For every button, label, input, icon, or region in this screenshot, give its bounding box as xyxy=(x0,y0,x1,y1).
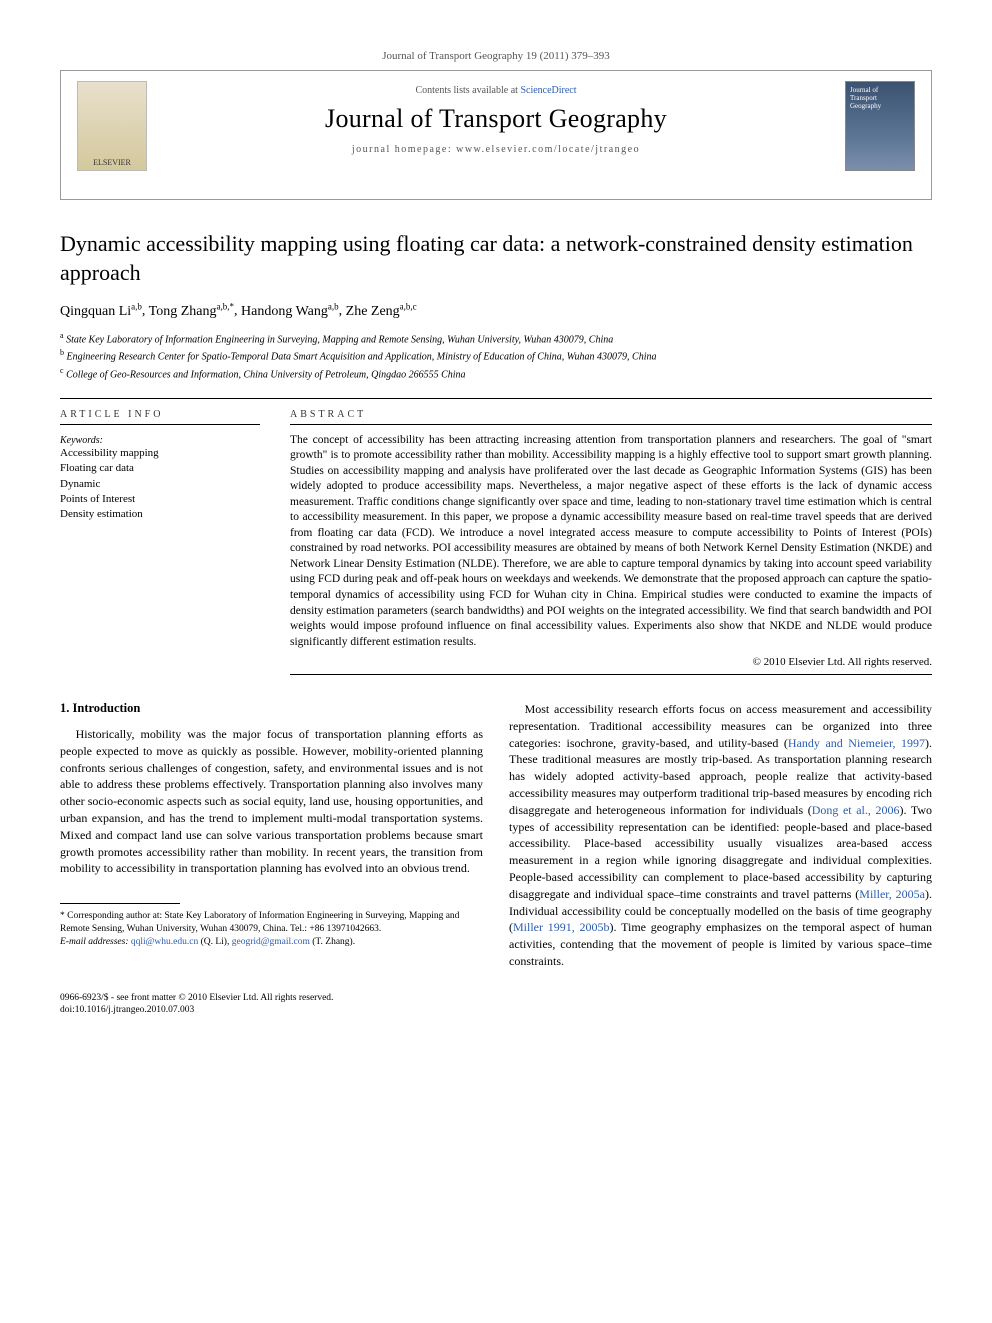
journal-title: Journal of Transport Geography xyxy=(77,104,915,134)
email-link[interactable]: qqli@whu.edu.cn xyxy=(131,937,198,947)
footnote-separator xyxy=(60,903,180,904)
abstract-col: abstract The concept of accessibility ha… xyxy=(290,409,932,675)
intro-heading: 1. Introduction xyxy=(60,701,483,716)
contents-prefix: Contents lists available at xyxy=(415,85,520,96)
citation-link[interactable]: Handy and Niemeier, 1997 xyxy=(788,736,925,750)
citation-link[interactable]: Miller 1991, 2005b xyxy=(513,920,610,934)
elsevier-label: ELSEVIER xyxy=(93,158,131,167)
footer-left: 0966-6923/$ - see front matter © 2010 El… xyxy=(60,992,333,1017)
affiliation: a State Key Laboratory of Information En… xyxy=(60,330,932,347)
intro-paragraph: Most accessibility research efforts focu… xyxy=(509,701,932,970)
article-info-label: article info xyxy=(60,409,260,420)
footnotes: * Corresponding author at: State Key Lab… xyxy=(60,910,483,948)
authors-list: Qingquan Lia,b, Tong Zhanga,b,*, Handong… xyxy=(60,301,932,320)
page-footer: 0966-6923/$ - see front matter © 2010 El… xyxy=(60,992,932,1017)
author: Zhe Zenga,b,c xyxy=(346,304,417,319)
citation-link[interactable]: Miller, 2005a xyxy=(859,887,925,901)
article-title: Dynamic accessibility mapping using floa… xyxy=(60,230,932,287)
journal-cover-thumb: Journal of Transport Geography xyxy=(845,81,915,171)
divider xyxy=(290,674,932,675)
divider xyxy=(60,424,260,425)
top-citation: Journal of Transport Geography 19 (2011)… xyxy=(60,50,932,62)
keywords-label: Keywords: xyxy=(60,435,260,446)
divider xyxy=(290,424,932,425)
keyword: Accessibility mapping xyxy=(60,446,260,461)
article-info-col: article info Keywords: Accessibility map… xyxy=(60,409,260,675)
citation-link[interactable]: Dong et al., 2006 xyxy=(812,803,900,817)
left-column: 1. Introduction Historically, mobility w… xyxy=(60,701,483,970)
journal-header: ELSEVIER Journal of Transport Geography … xyxy=(60,70,932,200)
author: Tong Zhanga,b,* xyxy=(149,304,234,319)
keyword: Floating car data xyxy=(60,461,260,476)
affiliation: c College of Geo-Resources and Informati… xyxy=(60,365,932,382)
abstract-label: abstract xyxy=(290,409,932,420)
elsevier-logo: ELSEVIER xyxy=(77,81,147,171)
keyword: Points of Interest xyxy=(60,492,260,507)
keyword: Density estimation xyxy=(60,507,260,522)
abstract-text: The concept of accessibility has been at… xyxy=(290,433,932,650)
copyright-line: © 2010 Elsevier Ltd. All rights reserved… xyxy=(290,656,932,668)
corresponding-author-note: * Corresponding author at: State Key Lab… xyxy=(60,910,483,936)
right-column: Most accessibility research efforts focu… xyxy=(509,701,932,970)
sciencedirect-link[interactable]: ScienceDirect xyxy=(520,85,576,96)
author: Handong Wanga,b xyxy=(241,304,339,319)
divider xyxy=(60,398,932,399)
author: Qingquan Lia,b xyxy=(60,304,142,319)
contents-line: Contents lists available at ScienceDirec… xyxy=(77,85,915,96)
affiliation: b Engineering Research Center for Spatio… xyxy=(60,347,932,364)
intro-paragraph: Historically, mobility was the major foc… xyxy=(60,726,483,877)
email-link[interactable]: geogrid@gmail.com xyxy=(232,937,310,947)
cover-text: Journal of Transport Geography xyxy=(850,86,881,110)
email-addresses: E-mail addresses: qqli@whu.edu.cn (Q. Li… xyxy=(60,936,483,949)
journal-homepage: journal homepage: www.elsevier.com/locat… xyxy=(77,144,915,155)
keyword: Dynamic xyxy=(60,477,260,492)
affiliations: a State Key Laboratory of Information En… xyxy=(60,330,932,382)
keywords-list: Accessibility mapping Floating car data … xyxy=(60,446,260,523)
